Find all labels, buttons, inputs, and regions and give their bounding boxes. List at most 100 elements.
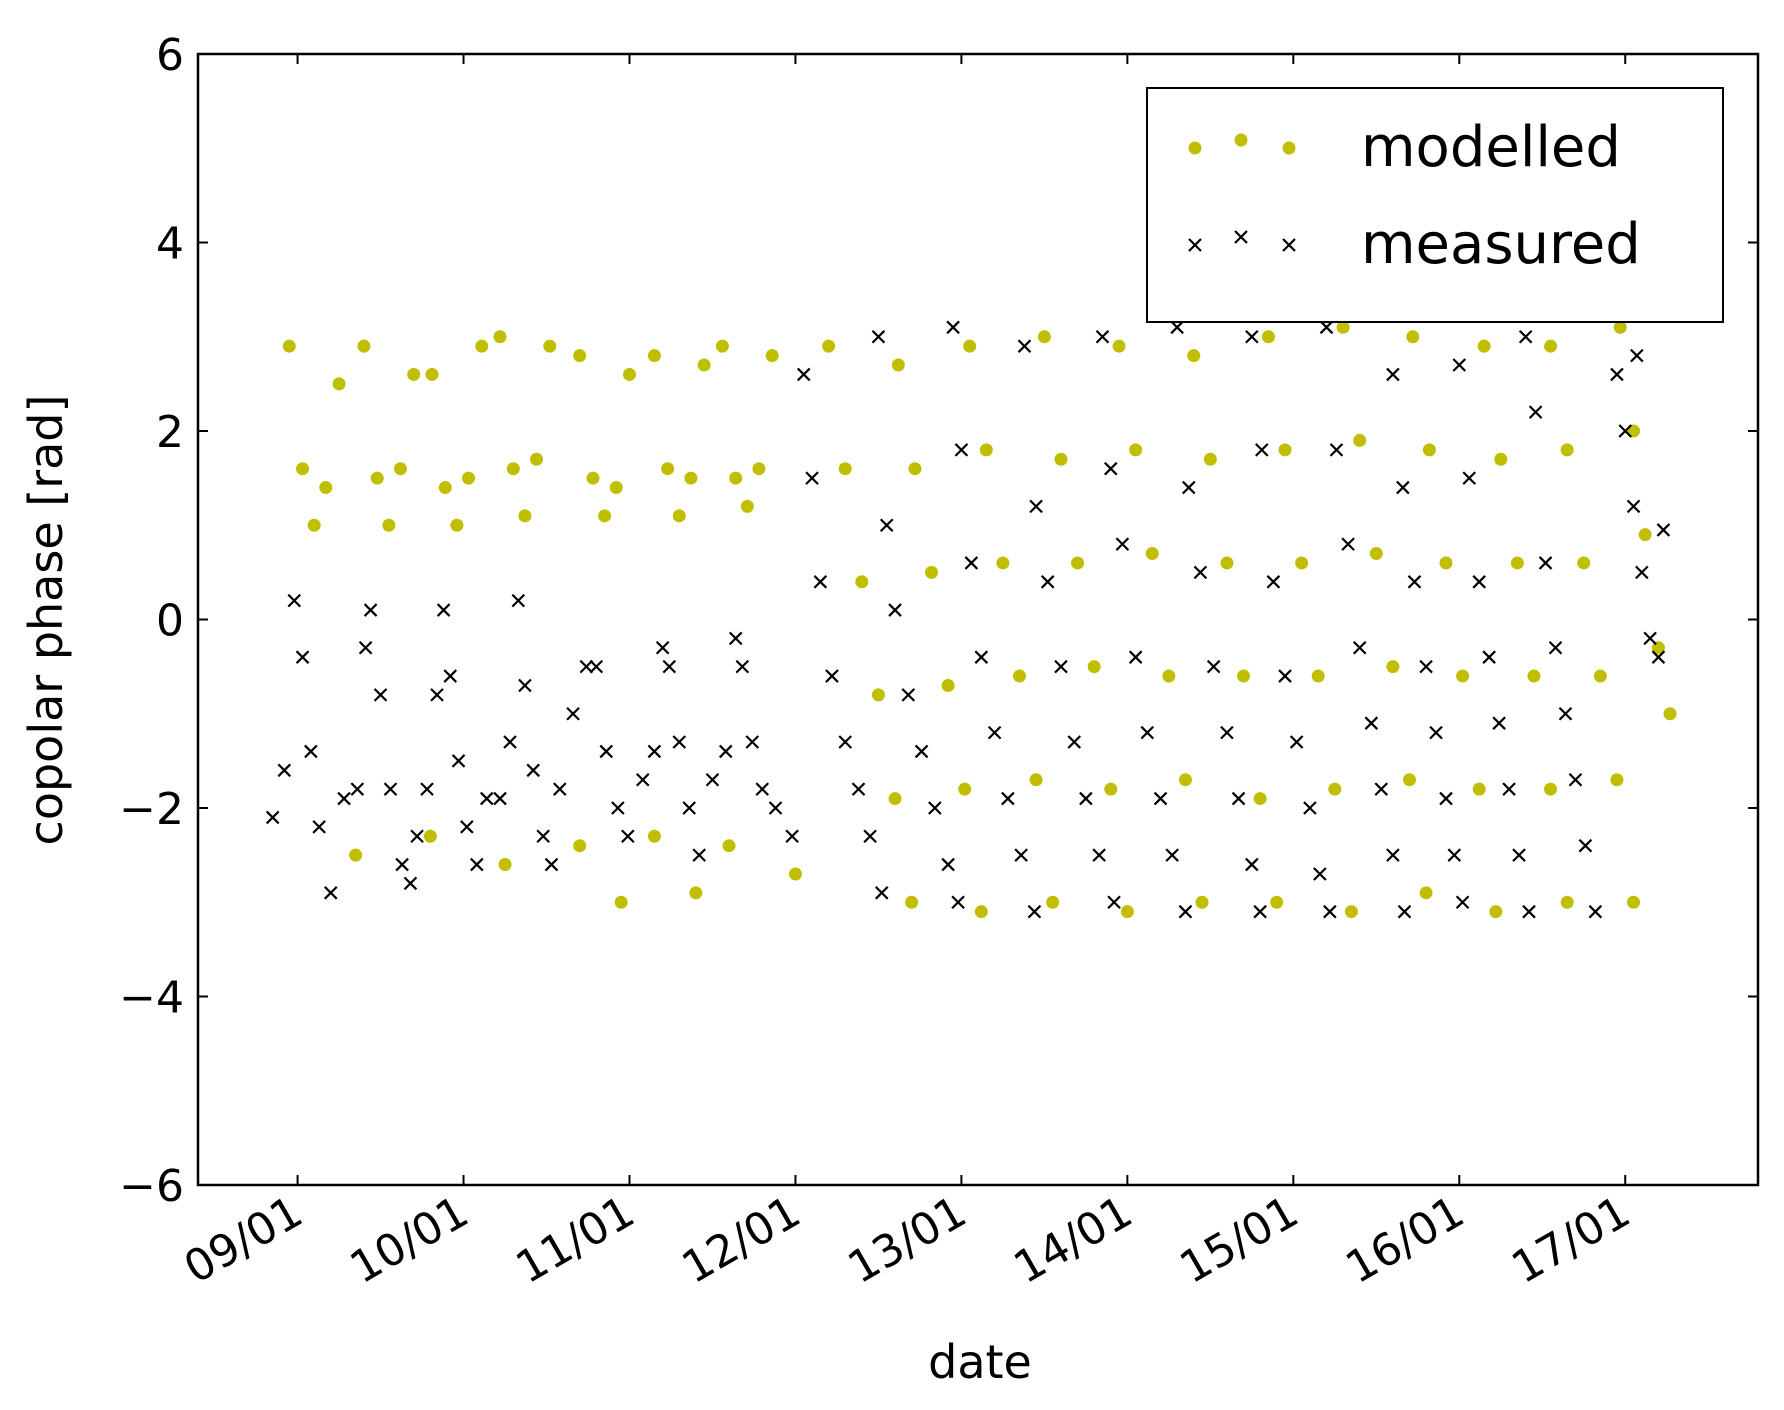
data-point bbox=[718, 744, 733, 759]
data-point bbox=[1220, 725, 1234, 740]
data-point bbox=[1643, 631, 1657, 646]
data-point bbox=[874, 886, 889, 900]
data-point bbox=[1544, 339, 1558, 353]
data-point bbox=[765, 349, 779, 363]
data-point bbox=[1323, 904, 1337, 919]
data-point bbox=[553, 782, 567, 796]
x-tick-label: 10/01 bbox=[342, 1186, 477, 1294]
data-point bbox=[1489, 905, 1503, 919]
data-point bbox=[1012, 669, 1026, 683]
data-point bbox=[407, 367, 421, 381]
data-point bbox=[277, 763, 292, 778]
data-point bbox=[1087, 660, 1101, 674]
data-point bbox=[1429, 725, 1443, 740]
data-point bbox=[1663, 707, 1677, 721]
data-point bbox=[479, 791, 494, 806]
data-point bbox=[928, 801, 942, 815]
legend-box bbox=[1146, 87, 1724, 323]
data-point bbox=[573, 349, 587, 363]
data-point bbox=[1245, 329, 1259, 344]
plot-frame bbox=[196, 52, 1760, 1187]
data-point bbox=[1452, 358, 1467, 372]
data-point bbox=[684, 471, 698, 485]
data-point bbox=[1253, 904, 1267, 919]
x-tick-label: 16/01 bbox=[1337, 1186, 1472, 1294]
data-point bbox=[304, 744, 318, 759]
data-point bbox=[729, 471, 743, 485]
data-point bbox=[1577, 556, 1591, 570]
data-point bbox=[436, 603, 451, 617]
data-point bbox=[863, 829, 877, 844]
data-point bbox=[715, 339, 729, 353]
data-point bbox=[1319, 320, 1334, 335]
data-point bbox=[1422, 443, 1436, 457]
data-point bbox=[498, 858, 512, 872]
data-point bbox=[1560, 443, 1574, 457]
legend-marker bbox=[1234, 133, 1248, 147]
data-point bbox=[1635, 565, 1649, 580]
data-point bbox=[752, 462, 766, 476]
legend-label: measured bbox=[1361, 212, 1641, 277]
data-point bbox=[1560, 895, 1574, 909]
data-point bbox=[974, 650, 989, 664]
data-point bbox=[785, 829, 799, 844]
data-point bbox=[1494, 452, 1508, 466]
legend-label: modelled bbox=[1361, 115, 1621, 180]
x-tick-label: 15/01 bbox=[1171, 1186, 1306, 1294]
data-point bbox=[470, 857, 484, 872]
data-point bbox=[1638, 528, 1652, 542]
data-point bbox=[425, 367, 439, 381]
data-point bbox=[337, 791, 351, 806]
data-point bbox=[1311, 669, 1325, 683]
data-point bbox=[788, 867, 802, 881]
data-point bbox=[1329, 443, 1344, 457]
data-point bbox=[1261, 330, 1275, 344]
data-point bbox=[1386, 660, 1400, 674]
data-point bbox=[1386, 367, 1400, 382]
data-point bbox=[954, 443, 969, 457]
data-point bbox=[1407, 575, 1422, 589]
data-point bbox=[1364, 716, 1379, 730]
data-point bbox=[946, 320, 960, 335]
data-point bbox=[1578, 838, 1593, 853]
data-point bbox=[735, 659, 750, 674]
series bbox=[265, 320, 1671, 919]
data-point bbox=[1492, 716, 1506, 730]
data-point bbox=[1518, 329, 1533, 344]
data-point bbox=[1439, 556, 1453, 570]
data-point bbox=[1187, 349, 1201, 363]
data-point bbox=[430, 688, 444, 702]
data-point bbox=[1001, 791, 1015, 806]
y-tick-label: −4 bbox=[119, 973, 184, 1024]
data-point bbox=[908, 462, 922, 476]
data-point bbox=[518, 509, 532, 523]
x-tick-label: 14/01 bbox=[1006, 1186, 1141, 1294]
data-point bbox=[599, 744, 614, 759]
data-point bbox=[1278, 443, 1292, 457]
data-point bbox=[573, 839, 587, 853]
data-point bbox=[1610, 773, 1624, 787]
data-point bbox=[1165, 848, 1179, 862]
data-point bbox=[941, 857, 955, 872]
data-point bbox=[460, 820, 474, 834]
y-tick-label: 4 bbox=[156, 219, 184, 270]
data-point bbox=[518, 678, 532, 693]
data-point bbox=[506, 462, 520, 476]
data-point bbox=[697, 358, 711, 372]
data-point bbox=[1079, 791, 1093, 806]
data-point bbox=[672, 735, 687, 749]
data-point bbox=[1544, 782, 1558, 796]
data-point bbox=[1328, 782, 1342, 796]
data-point bbox=[851, 782, 866, 796]
data-point bbox=[363, 603, 378, 617]
legend-marker bbox=[1234, 230, 1248, 244]
data-point bbox=[614, 895, 628, 909]
data-point bbox=[1040, 575, 1055, 589]
data-point bbox=[1386, 848, 1400, 862]
data-point bbox=[1029, 773, 1043, 787]
data-point bbox=[526, 763, 541, 778]
data-point bbox=[1522, 904, 1536, 919]
data-point bbox=[1195, 895, 1209, 909]
data-point bbox=[1178, 904, 1193, 919]
data-point bbox=[383, 782, 398, 796]
